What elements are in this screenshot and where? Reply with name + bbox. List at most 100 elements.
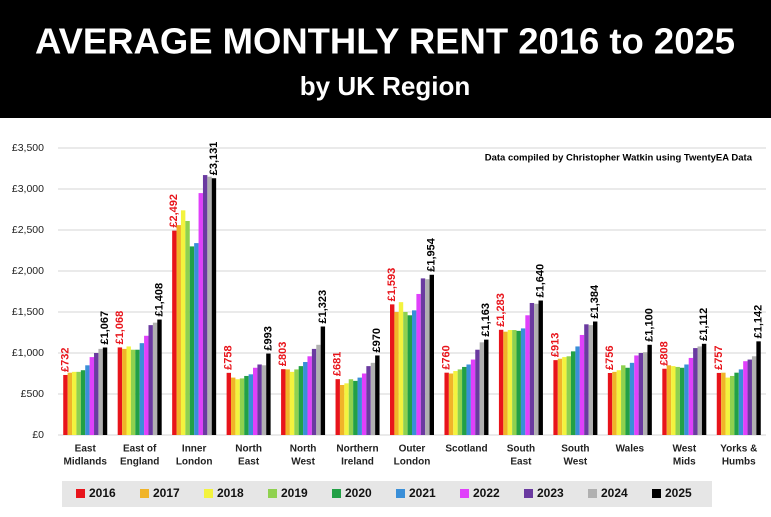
bar — [248, 374, 254, 435]
bar — [570, 351, 576, 435]
bar — [566, 356, 571, 435]
bar — [612, 371, 617, 435]
bar — [584, 324, 589, 435]
bar — [294, 369, 299, 435]
bar — [366, 366, 371, 435]
bar — [666, 365, 672, 435]
bar — [180, 210, 186, 435]
legend-swatch — [332, 489, 341, 498]
chart-subtitle: by UK Region — [300, 71, 470, 101]
bar — [139, 343, 145, 435]
x-tick-label: Scotland — [445, 444, 487, 455]
x-tick-label: South — [507, 444, 535, 455]
bar — [244, 375, 249, 435]
bar — [281, 369, 286, 435]
bar — [716, 372, 722, 435]
bar — [80, 370, 86, 435]
bar — [72, 371, 77, 435]
bar — [89, 357, 95, 435]
x-tick-label: Wales — [616, 444, 645, 455]
bar — [516, 330, 521, 435]
bar — [529, 302, 535, 435]
bar — [479, 342, 485, 435]
bar — [592, 321, 598, 435]
x-tick-label: West — [291, 457, 315, 468]
value-label: £1,640 — [535, 264, 547, 298]
bar — [507, 330, 513, 435]
bar — [311, 348, 317, 435]
bar — [361, 373, 367, 435]
legend-swatch — [268, 489, 277, 498]
bar — [194, 243, 199, 435]
bar — [553, 360, 558, 435]
bar — [403, 312, 408, 435]
legend-swatch — [204, 489, 213, 498]
x-tick-label: West — [672, 444, 696, 455]
bar — [344, 383, 349, 435]
value-label: £1,593 — [386, 268, 398, 302]
legend-label: 2017 — [153, 486, 180, 500]
legend-label: 2023 — [537, 486, 564, 500]
y-tick-label: £3,500 — [12, 142, 44, 154]
bar — [484, 339, 489, 435]
value-label: £756 — [604, 346, 616, 370]
x-tick-label: Northern — [336, 444, 378, 455]
bar — [239, 378, 245, 435]
x-tick-label: London — [394, 457, 431, 468]
value-label: £808 — [658, 341, 670, 365]
legend-label: 2025 — [665, 486, 692, 500]
legend-label: 2024 — [601, 486, 628, 500]
annotation: Data compiled by Christopher Watkin usin… — [485, 153, 753, 164]
bar — [621, 365, 626, 435]
bar — [172, 230, 177, 435]
bar — [756, 341, 761, 435]
value-label: £758 — [223, 345, 235, 369]
bar — [448, 373, 454, 435]
value-label: £732 — [59, 347, 71, 371]
legend-label: 2016 — [89, 486, 116, 500]
x-tick-label: Humbs — [722, 457, 756, 468]
bar — [429, 274, 434, 435]
bar — [148, 325, 153, 435]
legend-swatch — [652, 489, 661, 498]
x-tick-label: East — [238, 457, 260, 468]
bar — [512, 330, 517, 435]
bar — [298, 366, 304, 435]
value-label: £681 — [332, 352, 344, 376]
bar — [152, 322, 158, 435]
bar — [503, 331, 508, 435]
bar — [94, 353, 99, 435]
bar — [307, 356, 312, 435]
legend-swatch — [524, 489, 533, 498]
legend-label: 2018 — [217, 486, 244, 500]
bar — [348, 379, 354, 435]
x-tick-label: Yorks & — [720, 444, 757, 455]
bar — [63, 374, 68, 435]
bar — [647, 344, 652, 435]
bar — [102, 347, 108, 435]
x-tick-label: North — [290, 444, 317, 455]
bar — [85, 365, 90, 435]
bar — [688, 357, 694, 435]
x-tick-label: West — [564, 457, 588, 468]
bar — [303, 362, 308, 435]
bar — [320, 326, 326, 435]
bar — [390, 304, 395, 435]
bar — [697, 346, 702, 435]
bar — [743, 361, 748, 435]
value-label: £1,142 — [752, 305, 764, 339]
bar — [198, 193, 203, 435]
bar — [725, 377, 730, 435]
bar — [353, 380, 358, 435]
bar — [629, 362, 635, 435]
bar — [398, 302, 404, 435]
bar — [453, 371, 458, 435]
bar — [466, 364, 471, 435]
legend-swatch — [396, 489, 405, 498]
x-tick-label: Ireland — [341, 457, 374, 468]
bar — [662, 368, 667, 435]
bar — [693, 348, 698, 435]
x-tick-label: Midlands — [64, 457, 108, 468]
bar — [285, 369, 290, 435]
value-label: £1,163 — [480, 303, 492, 337]
